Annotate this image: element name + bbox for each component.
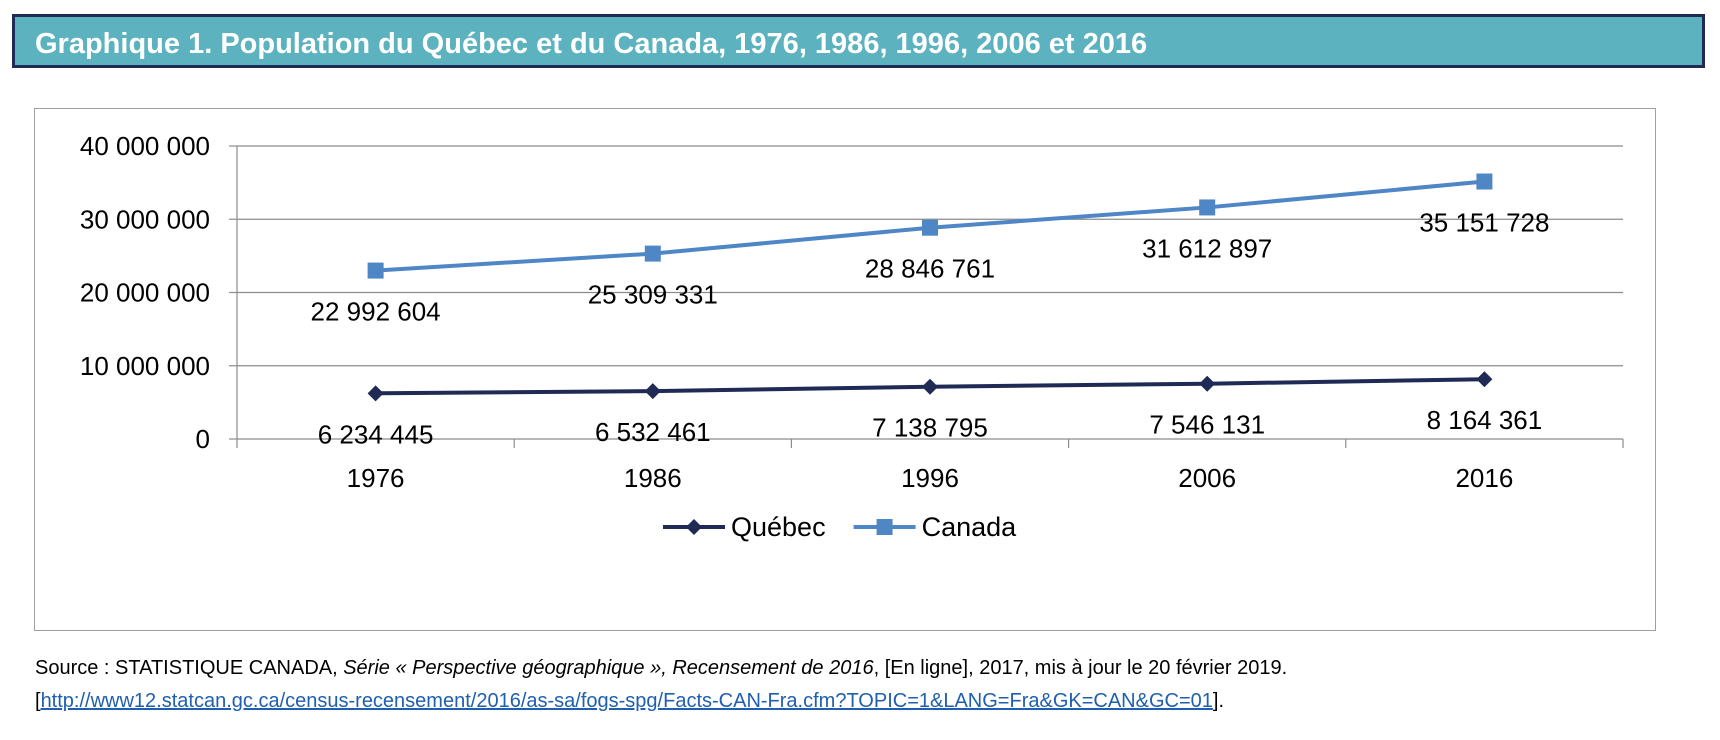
y-tick-label: 30 000 000 <box>80 204 210 234</box>
data-point <box>1199 199 1216 216</box>
data-point <box>367 385 384 402</box>
source-bracket-close: ]. <box>1212 690 1225 712</box>
source-suffix: , [En ligne], 2017, mis à jour le 20 fév… <box>873 657 1288 679</box>
x-tick-label: 1996 <box>901 463 959 493</box>
source-bracket-open: [ <box>35 690 41 712</box>
x-tick-label: 1976 <box>347 463 405 493</box>
x-tick-label: 1986 <box>624 463 682 493</box>
y-tick-label: 10 000 000 <box>80 351 210 381</box>
y-tick-label: 0 <box>196 424 210 454</box>
source-prefix: Source : STATISTIQUE CANADA, <box>35 657 344 679</box>
data-label: 22 992 604 <box>311 297 441 327</box>
y-tick-label: 20 000 000 <box>80 278 210 308</box>
data-label: 7 138 795 <box>872 413 988 443</box>
data-label: 25 309 331 <box>588 280 718 310</box>
source-link[interactable]: http://www12.statcan.gc.ca/census-recens… <box>40 690 1213 712</box>
data-point <box>1476 371 1493 388</box>
data-label: 6 532 461 <box>595 417 711 447</box>
data-label: 35 151 728 <box>1419 208 1549 238</box>
x-tick-label: 2016 <box>1455 463 1513 493</box>
chart-area: 0 10 000 000 20 000 000 30 000 000 40 000 00… <box>34 108 1656 631</box>
data-point <box>1476 173 1493 190</box>
data-point <box>1199 375 1216 392</box>
data-label: 8 164 361 <box>1427 405 1543 435</box>
data-point <box>922 378 938 395</box>
legend-label: Québec <box>731 512 826 542</box>
x-tick-label: 2006 <box>1178 463 1236 493</box>
data-label: 6 234 445 <box>318 419 434 449</box>
data-point <box>644 245 661 262</box>
line-chart: 0 10 000 000 20 000 000 30 000 000 40 000 00… <box>80 131 1624 542</box>
source-line-1: Source : STATISTIQUE CANADA, Série « Per… <box>35 652 1287 685</box>
data-point <box>644 383 661 400</box>
y-tick-label: 40 000 000 <box>80 131 210 161</box>
source-line-2: [http://www12.statcan.gc.ca/census-recen… <box>35 685 1287 718</box>
data-point <box>922 219 938 236</box>
source-note: Source : STATISTIQUE CANADA, Série « Per… <box>35 652 1287 718</box>
chart-title-bar: Graphique 1. Population du Québec et du … <box>12 14 1705 68</box>
data-label: 7 546 131 <box>1149 410 1265 440</box>
data-label: 31 612 897 <box>1142 233 1272 263</box>
legend-marker <box>686 519 702 535</box>
legend-label: Canada <box>922 512 1018 542</box>
source-publication: Série « Perspective géographique », Rece… <box>343 657 874 679</box>
data-point <box>367 262 384 279</box>
legend-marker <box>876 519 893 535</box>
data-label: 28 846 761 <box>865 254 995 284</box>
chart-title: Graphique 1. Population du Québec et du … <box>35 28 1148 60</box>
